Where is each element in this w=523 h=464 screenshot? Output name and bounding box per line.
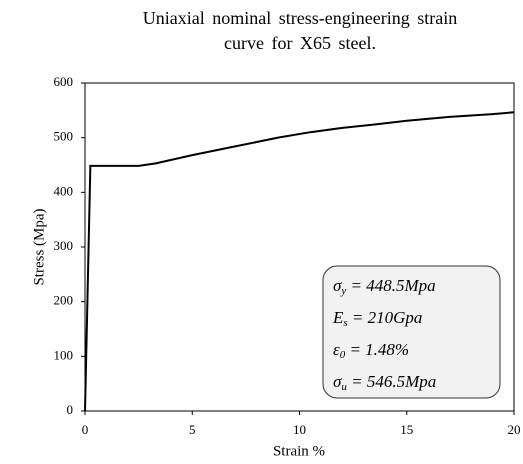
annotation-symbol: σ <box>333 372 342 391</box>
stress-strain-line <box>84 111 515 412</box>
annotation: σy = 448.5Mpa <box>333 276 436 297</box>
chart-title: Uniaxial nominal stress-engineering stra… <box>142 8 458 53</box>
annotation-symbol: E <box>332 308 344 327</box>
annotation-subscript: u <box>341 381 347 393</box>
annotation: Es = 210Gpa <box>332 308 422 329</box>
x-axis-label: Strain % <box>273 443 325 459</box>
y-tick-label: 200 <box>54 293 74 308</box>
y-tick-label: 500 <box>54 129 74 144</box>
annotation-box <box>322 265 501 399</box>
y-tick-label: 600 <box>54 74 74 89</box>
annotation-value: = 546.5Mpa <box>347 372 436 391</box>
annotation-subscript: y <box>340 285 346 297</box>
annotation-symbol: ε <box>333 340 340 359</box>
y-tick-label: 0 <box>67 402 74 417</box>
y-tick-label: 100 <box>54 347 74 362</box>
x-tick-label: 15 <box>400 422 413 437</box>
x-tick-label: 10 <box>293 422 306 437</box>
annotation-subscript: s <box>343 317 347 329</box>
x-tick-label: 20 <box>508 422 521 437</box>
annotation: ε0 = 1.48% <box>333 340 409 361</box>
x-tick-label: 5 <box>189 422 196 437</box>
annotation-value: = 210Gpa <box>348 308 423 327</box>
annotation-value: = 1.48% <box>345 340 409 359</box>
y-tick-label: 300 <box>54 238 74 253</box>
annotation-symbol: σ <box>333 276 342 295</box>
annotation: σu = 546.5Mpa <box>333 372 436 393</box>
annotation-subscript: 0 <box>340 349 346 361</box>
y-tick-label: 400 <box>54 183 74 198</box>
annotation-value: = 448.5Mpa <box>346 276 435 295</box>
y-axis-label: Stress (Mpa) <box>31 208 47 285</box>
x-tick-label: 0 <box>82 422 89 437</box>
